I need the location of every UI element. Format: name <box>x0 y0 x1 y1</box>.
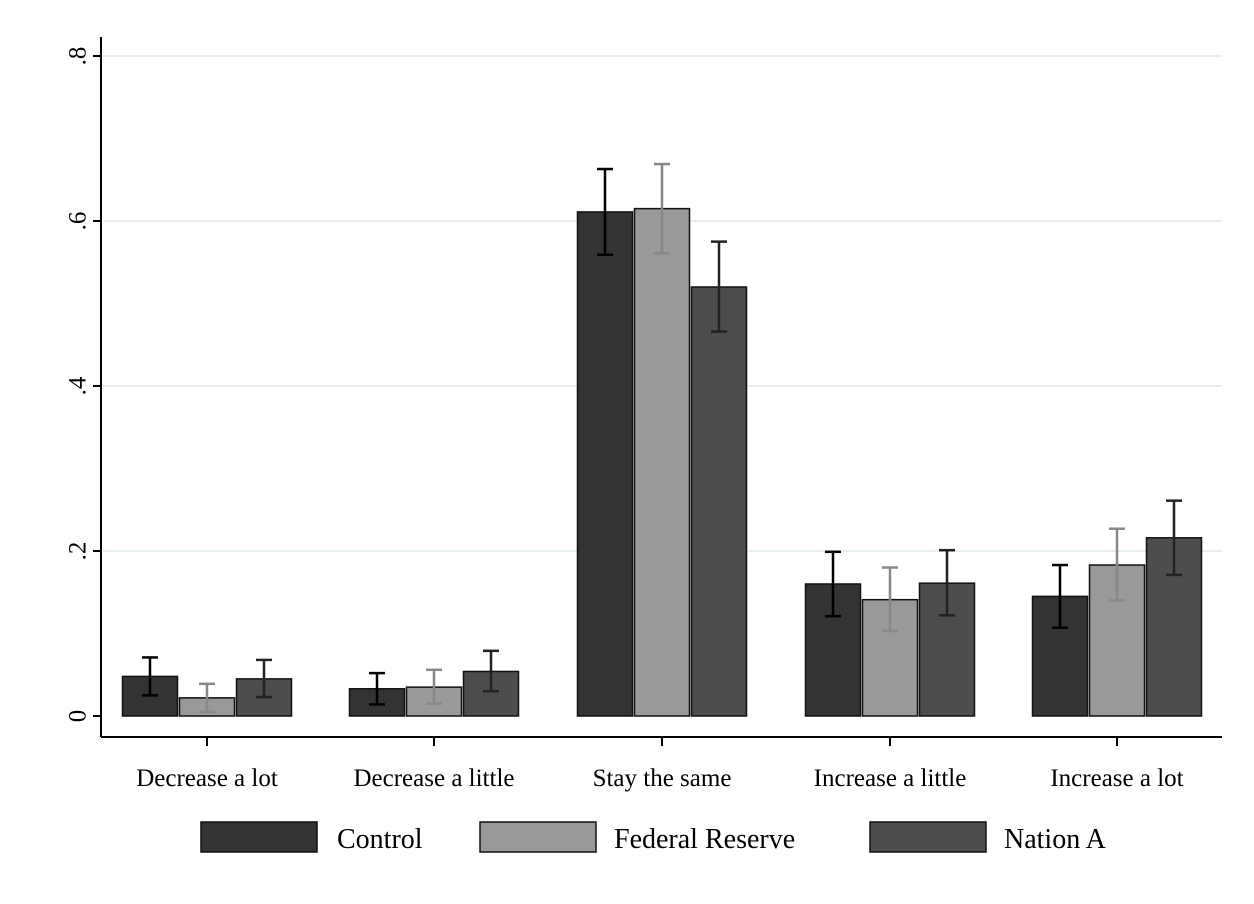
bar <box>1088 564 1146 717</box>
x-tick-label: Stay the same <box>593 765 732 792</box>
y-tick-label: .2 <box>65 542 92 561</box>
y-ticks: 0 .2 .4 .6 .8 <box>65 47 101 723</box>
legend-swatch <box>479 821 597 853</box>
x-tick-label: Decrease a little <box>353 765 514 792</box>
legend: Control Federal Reserve Nation A <box>200 821 1107 855</box>
y-tick-label: 0 <box>65 710 92 723</box>
y-tick-label: .4 <box>65 376 92 395</box>
legend-label: Nation A <box>1004 824 1107 855</box>
bars <box>121 207 1203 717</box>
legend-label: Federal Reserve <box>614 824 795 855</box>
legend-label: Control <box>337 824 423 855</box>
x-tick-label: Decrease a lot <box>136 765 278 792</box>
y-tick-label: .8 <box>65 47 92 66</box>
bar <box>633 207 691 717</box>
bar <box>690 286 748 717</box>
legend-swatch <box>869 821 987 853</box>
legend-swatch <box>200 821 318 853</box>
x-tick-label: Increase a lot <box>1050 765 1183 792</box>
bar <box>576 211 634 717</box>
y-tick-label: .6 <box>65 212 92 231</box>
x-ticks: Decrease a lot Decrease a little Stay the … <box>136 737 1184 792</box>
error-bars <box>142 162 1182 714</box>
x-tick-label: Increase a little <box>814 765 967 792</box>
